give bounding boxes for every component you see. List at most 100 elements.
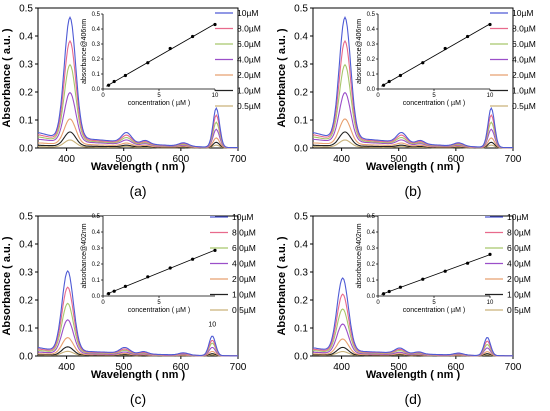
inset-point xyxy=(191,257,195,261)
y-tick-label: 0.4 xyxy=(294,240,308,251)
y-tick-label: 0.1 xyxy=(294,116,308,127)
inset-y-tick-label: 0.3 xyxy=(367,246,376,252)
legend-label: 8.0µM xyxy=(237,24,261,34)
legend-label: 10µM xyxy=(237,8,258,18)
legend-label: 8.0µM xyxy=(232,228,256,238)
inset-y-tick-label: 0.5 xyxy=(92,12,101,18)
inset-point xyxy=(107,292,111,296)
series-line xyxy=(312,277,513,357)
legend-label: 4.0µM xyxy=(507,259,531,269)
inset-bg xyxy=(378,14,490,89)
y-tick-label: 0.5 xyxy=(294,4,308,15)
x-tick-label: 500 xyxy=(390,362,407,373)
inset-y-tick-label: 0.5 xyxy=(367,12,376,18)
y-tick-label: 0.3 xyxy=(19,268,33,279)
inset-point xyxy=(466,34,470,39)
inset-x-tick-label: 10 xyxy=(487,93,494,99)
legend-label: 2.0µM xyxy=(507,274,531,284)
legend-label: 8.0µM xyxy=(512,24,536,34)
x-tick-label: 500 xyxy=(115,154,132,165)
panel-1: 0.0 0.1 0.2 0.3 0.4 0.5 400 500 600 700 Wavelength… xyxy=(1,4,261,200)
y-tick-label: 0.3 xyxy=(294,268,308,279)
y-tick-label: 0.2 xyxy=(19,88,33,99)
inset-y-tick-label: 0.3 xyxy=(92,42,101,48)
inset-x-tick-label: 5 xyxy=(432,93,436,99)
inset-x-tick-label: 5 xyxy=(432,300,436,306)
inset-y-label: absorbance@402nm xyxy=(356,223,363,288)
inset-point xyxy=(191,34,195,39)
x-tick-label: 400 xyxy=(333,154,350,165)
inset-point xyxy=(488,22,492,27)
x-tick-label: 400 xyxy=(58,362,75,373)
y-tick-label: 0.4 xyxy=(19,240,33,251)
inset-x-tick-label: 5 xyxy=(157,93,161,99)
inset-point xyxy=(112,79,116,84)
inset-y-label: absorbance@406nm xyxy=(356,19,363,84)
panel-4: 0.0 0.1 0.2 0.3 0.4 0.5 400 500 600 700 Wavelength… xyxy=(276,212,531,408)
legend-label: 10µM xyxy=(232,212,253,222)
inset-y-tick-label: 0.5 xyxy=(367,214,376,220)
y-tick-label: 0.5 xyxy=(294,212,308,223)
x-tick-label: 400 xyxy=(58,154,75,165)
y-tick-label: 0.5 xyxy=(19,4,33,15)
inset-y-tick-label: 0.5 xyxy=(92,214,101,220)
inset-point xyxy=(382,83,386,87)
x-tick-label: 700 xyxy=(230,362,247,373)
inset-x-tick-label: 10 xyxy=(212,93,219,99)
inset-x-tick-label: 0 xyxy=(376,300,380,306)
x-axis-label: Wavelength ( nm ) xyxy=(91,161,186,173)
inset-x-label: concentration ( µM ) xyxy=(128,307,190,314)
x-tick-label: 600 xyxy=(448,362,465,373)
inset-y-tick-label: 0.0 xyxy=(367,294,376,300)
series-line xyxy=(37,15,238,149)
inset-point xyxy=(387,289,391,294)
legend-label: 0.5µM xyxy=(512,101,536,111)
inset-point xyxy=(107,83,111,87)
x-tick-label: 400 xyxy=(333,362,350,373)
panel-caption: (d) xyxy=(404,391,421,407)
y-tick-label: 0.2 xyxy=(19,296,33,307)
annotation: 10 xyxy=(208,322,216,329)
inset-point xyxy=(382,292,386,296)
y-tick-label: 0.3 xyxy=(294,60,308,71)
inset-point xyxy=(466,261,470,265)
x-tick-label: 600 xyxy=(173,362,190,373)
inset-y-tick-label: 0.3 xyxy=(367,42,376,48)
x-tick-label: 500 xyxy=(390,154,407,165)
inset-bg xyxy=(103,216,215,296)
inset-y-tick-label: 0.1 xyxy=(367,278,376,284)
panel-caption: (c) xyxy=(130,391,146,407)
x-axis-label: Wavelength ( nm ) xyxy=(366,369,461,381)
x-tick-label: 500 xyxy=(115,362,132,373)
inset-y-tick-label: 0.0 xyxy=(367,87,376,93)
y-axis-label: Absorbance ( a.u. ) xyxy=(276,28,288,127)
y-tick-label: 0.2 xyxy=(294,296,308,307)
inset-x-tick-label: 0 xyxy=(101,93,105,99)
inset-point xyxy=(387,79,391,84)
y-axis-label: Absorbance ( a.u. ) xyxy=(1,236,13,335)
inset-y-tick-label: 0.2 xyxy=(92,262,101,268)
legend-label: 6.0µM xyxy=(232,243,256,253)
panel-2: 0.0 0.1 0.2 0.3 0.4 0.5 400 500 600 700 Wavelength… xyxy=(276,4,536,200)
inset-point xyxy=(488,252,492,256)
y-tick-label: 0.0 xyxy=(19,352,33,363)
inset-x-tick-label: 0 xyxy=(101,300,105,306)
legend-label: 1.0µM xyxy=(512,86,536,96)
y-axis-label: Absorbance ( a.u. ) xyxy=(1,28,13,127)
x-tick-label: 600 xyxy=(448,154,465,165)
x-tick-label: 600 xyxy=(173,154,190,165)
legend-label: 1.0µM xyxy=(232,290,256,300)
inset-point xyxy=(213,22,217,27)
y-tick-label: 0.3 xyxy=(19,60,33,71)
y-tick-label: 0.1 xyxy=(294,324,308,335)
inset-point xyxy=(112,289,116,293)
inset-y-tick-label: 0.4 xyxy=(367,27,376,33)
y-axis-label: Absorbance ( a.u. ) xyxy=(276,236,288,335)
x-axis-label: Wavelength ( nm ) xyxy=(366,161,461,173)
legend-label: 10µM xyxy=(512,8,533,18)
inset-y-label: absorbance@406nm xyxy=(81,19,88,84)
legend-label: 4.0µM xyxy=(237,55,261,65)
inset-point xyxy=(398,73,402,78)
inset-bg xyxy=(103,14,215,89)
